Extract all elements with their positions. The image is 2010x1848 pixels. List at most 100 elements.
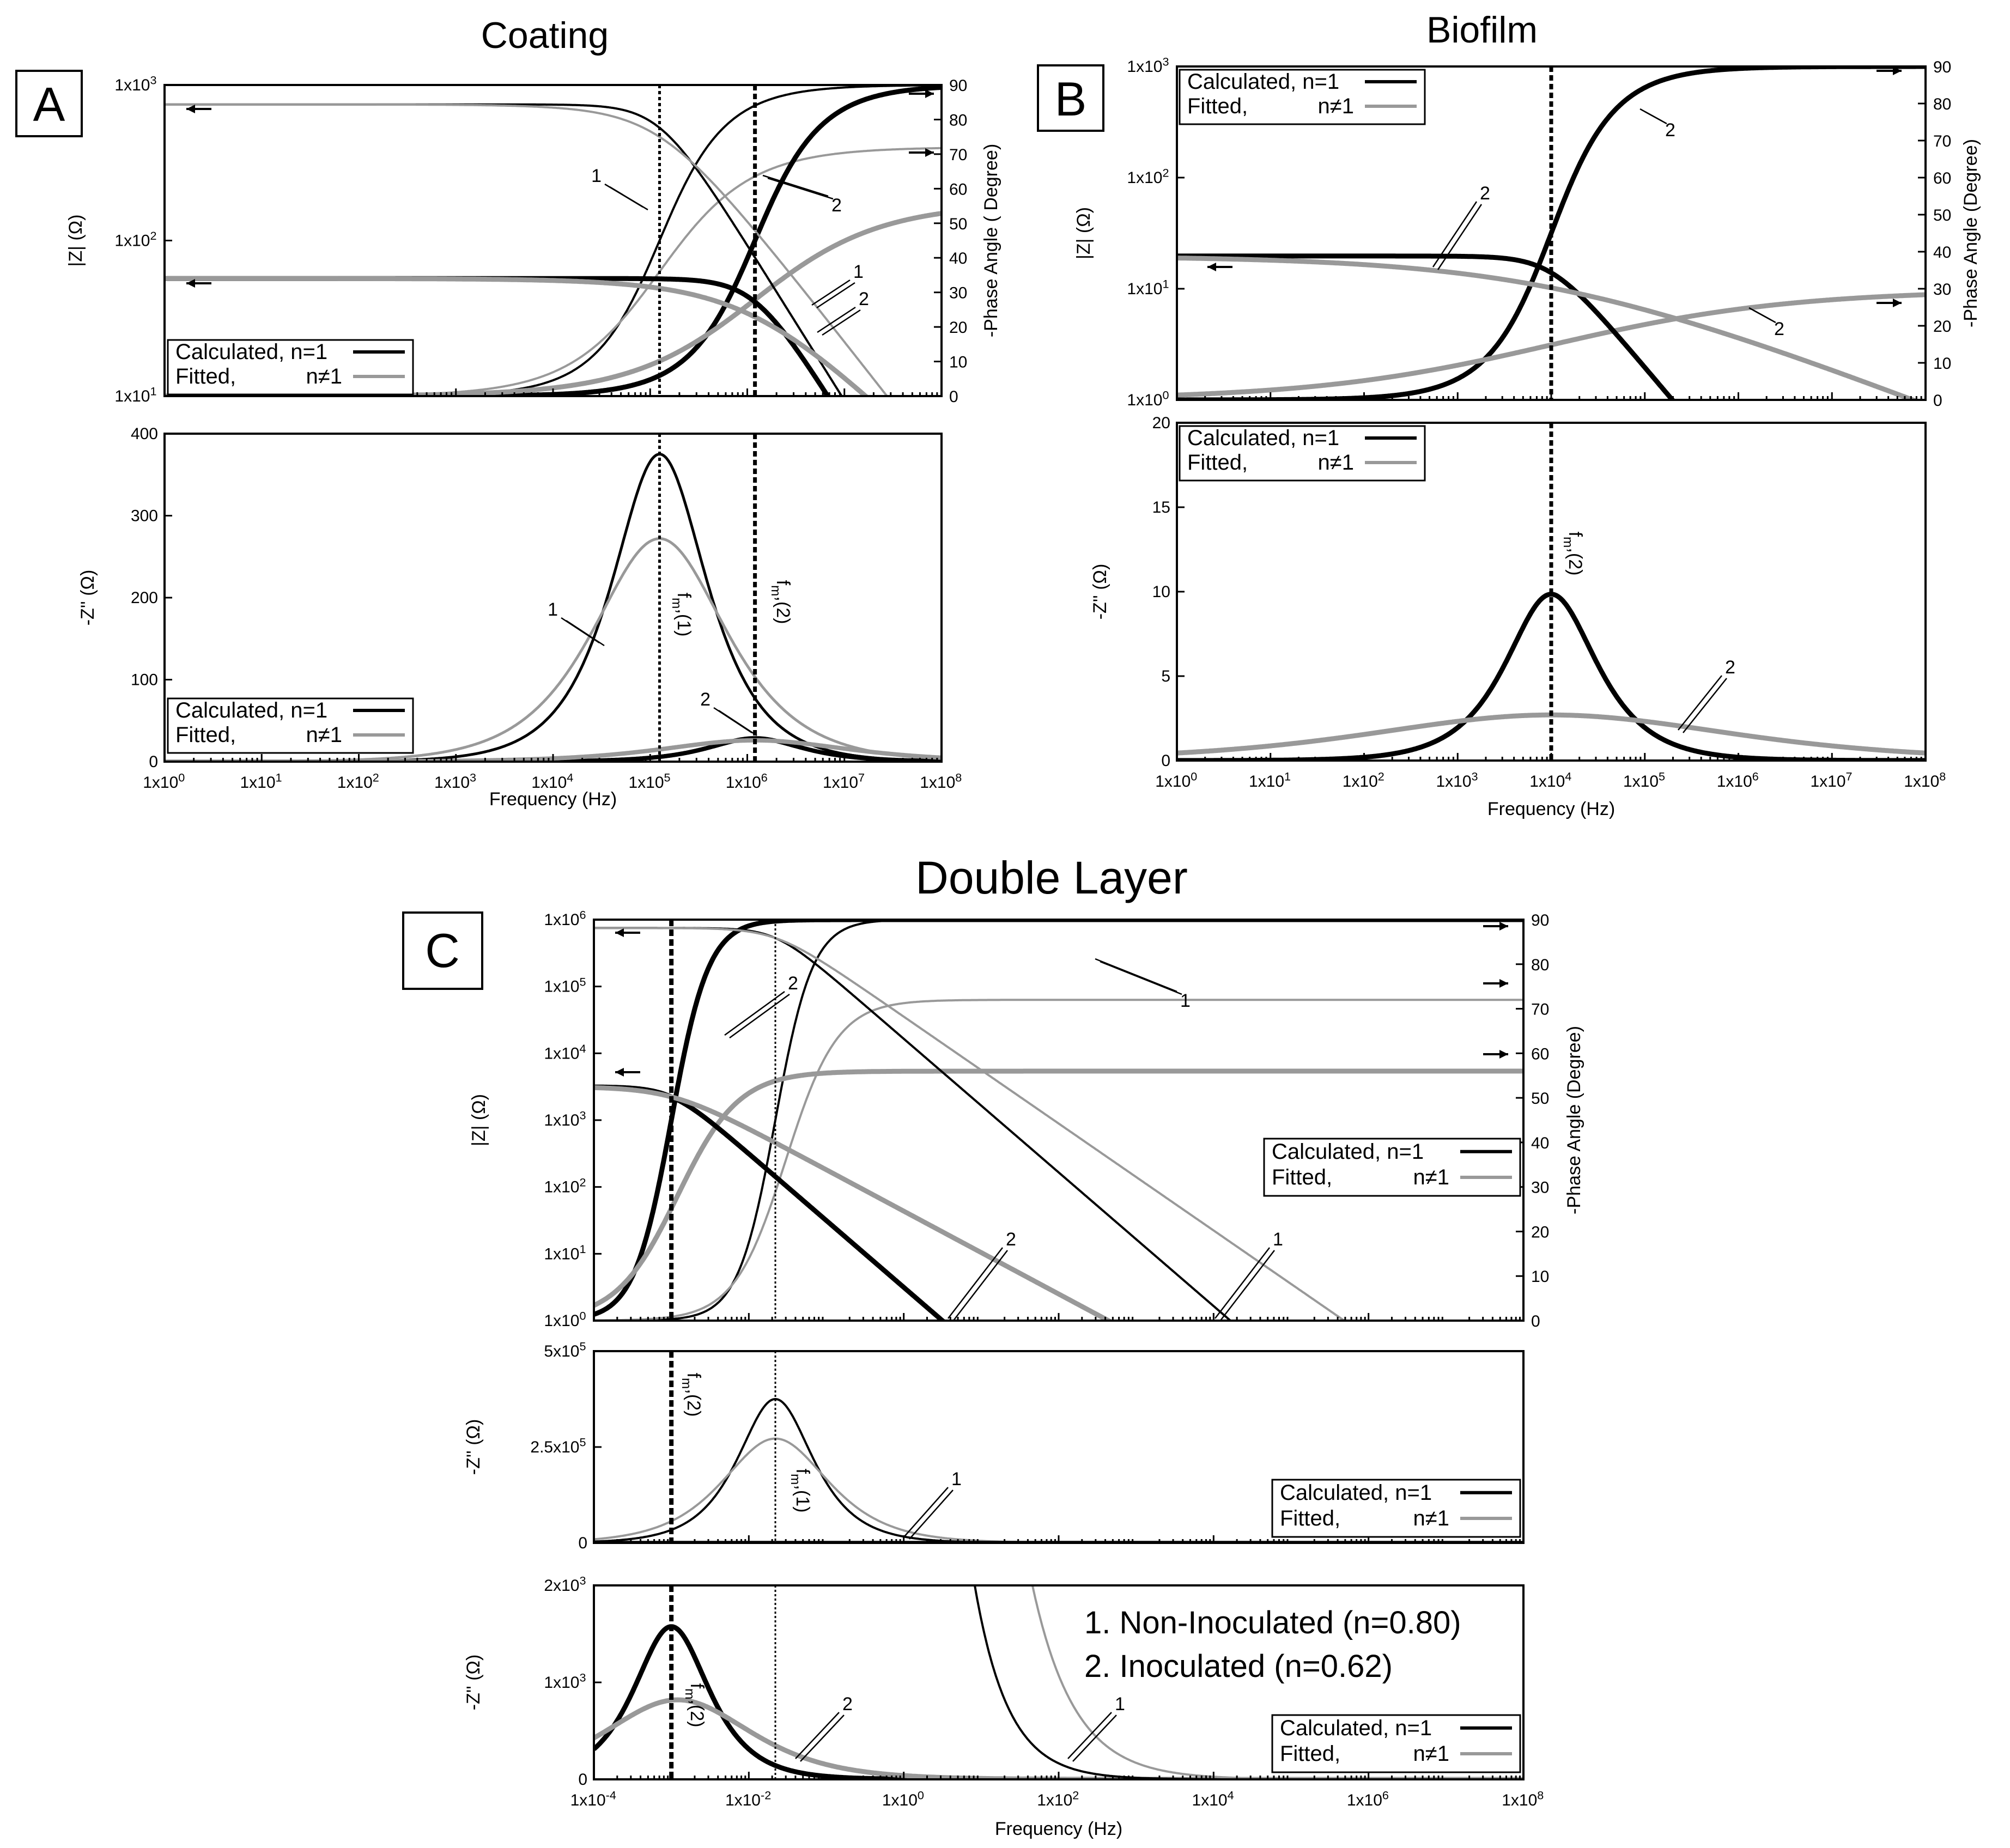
y2-tick-label: 10 [1531,1268,1549,1286]
label-curve-2-leader-2 [718,709,757,737]
label-curve-1-leader [1067,1712,1112,1759]
label-curve-2-zmag-drop-leader-2 [822,309,861,336]
y-tick-label: 0 [578,1771,587,1789]
label-curve-1-zmag-leader-2 [1100,961,1182,995]
label-curve-1-zmag-drop-leader [811,279,851,306]
label-curve-2-leader-2 [1683,678,1727,733]
label-curve-2-fitted-phase: 2 [1774,319,1784,339]
label-curve-2-phase-leader-2 [1644,111,1667,125]
axis-arrow-head [1499,979,1508,988]
label-curve-1: 1 [951,1469,962,1490]
panel-label-a-text: A [33,77,65,131]
x-tick-label: 1x108 [920,771,963,792]
axis-arrow-head [925,148,934,157]
legend-box [1271,1479,1521,1538]
x-tick-label: 1x100 [1155,770,1199,791]
x-tick-label: 1x100 [143,771,186,792]
x-tick-label: 1x10-2 [725,1789,773,1809]
x-tick-label: 1x106 [1347,1789,1390,1809]
axis-arrow-head [186,279,195,288]
label-curve-1-leader-2 [1072,1715,1117,1762]
y2-tick-label: 0 [1933,392,1942,410]
label-curve-2-phase: 2 [1665,120,1675,141]
legend-fitted-label: Fitted, [1280,1742,1340,1766]
label-curve-2: 2 [700,689,711,710]
label-curve-2: 2 [1725,657,1735,678]
curve-zmag-calculated-1 [165,103,843,396]
y2-tick-label: 60 [1531,1045,1549,1063]
legend-fitted-n-label: n≠1 [1318,94,1354,118]
fm1-label: fm,(1) [669,593,694,637]
y-axis-title-zimag: -Z'' (Ω) [463,1419,484,1475]
legend-fitted-label: Fitted, [175,364,236,388]
legend-fitted-n-label: n≠1 [1413,1742,1449,1766]
x-tick-label: 1x10-4 [570,1789,618,1809]
panel-label-c-text: C [425,923,460,977]
y-tick-label: 1x103 [544,1671,587,1692]
legend-box [167,697,414,754]
label-curve-2-zmag-drop-leader-2 [952,1250,1008,1322]
label-curve-2-zmag-drop: 2 [1006,1229,1016,1250]
y2-tick-label: 90 [1933,58,1951,76]
panel-label-a: A [15,70,83,137]
y2-tick-label: 0 [949,388,958,406]
fm2-label: fm,(2) [768,580,793,624]
curve-phase-fitted-2 [594,1068,1523,1308]
y-axis-title-zimag: -Z'' (Ω) [77,570,98,626]
curve-zmag-calculated-2 [165,276,831,396]
y-tick-label: 1x100 [544,1309,587,1330]
legend-calculated-label: Calculated, n=1 [175,340,327,364]
y-tick-label: 5 [1161,667,1170,685]
y2-tick-label: 80 [1933,95,1951,113]
label-curve-1-zmag: 1 [1180,990,1191,1011]
axis-arrow-head [1499,922,1508,931]
y2-tick-label: 50 [1933,206,1951,224]
plot-coating-imaginary: 1x100 1x101 1x102 1x103 1x104 1x105 1x10… [77,425,963,810]
label-curve-2-zmag-leader-2 [1437,204,1483,270]
y-tick-label: 0 [578,1534,587,1552]
y-tick-label: 0 [1161,752,1170,770]
plot-biofilm-bode: 1x100 1x101 1x102 1x103 0 10 20 30 40 50 60 70 8… [1073,55,1981,410]
legend-fitted-n-label: n≠1 [306,364,342,388]
label-curve-2-zmag-leader-2 [729,993,790,1039]
plot-double-layer-bode: 1x100 1x101 1x102 1x103 1x104 1x105 1x10… [469,908,1584,1330]
label-curve-1-zmag-drop-leader [1214,1247,1270,1319]
plot-coating-bode: 1x101 1x102 1x103 0 10 20 30 40 50 60 70 80 90 |Z|… [65,74,1001,406]
y2-tick-label: 20 [949,319,967,337]
legend-box [1263,1138,1521,1197]
legend-calculated-label: Calculated, n=1 [1280,1716,1432,1740]
axis-arrow-head [1893,66,1902,75]
y-tick-label: 1x102 [1127,166,1170,187]
y2-tick-label: 50 [949,215,967,233]
plot-double-layer-imaginary-bottom: 1x10-4 1x10-2 1x100 1x102 1x104 1x106 1x… [463,1574,1544,1839]
x-tick-label: 1x103 [1436,770,1479,791]
label-curve-1-zmag-drop: 1 [1273,1229,1283,1250]
curve-zmag-fitted-1 [594,927,1346,1321]
legend-fitted-label: Fitted, [1280,1506,1340,1530]
legend-calculated-label: Calculated, n=1 [1187,426,1339,450]
x-tick-label: 1x107 [823,771,866,792]
y-tick-label: 2x103 [544,1574,587,1595]
legend-box [1179,425,1426,482]
y-tick-label: 1x105 [544,975,587,995]
fm2-label: fm,(2) [679,1373,704,1417]
axis-arrow-head [1207,263,1216,271]
curve-phase-fitted-1 [594,999,1523,1321]
legend-fitted-label: Fitted, [1187,94,1248,118]
x-tick-label: 1x106 [1717,770,1760,791]
y-tick-label: 20 [1152,414,1170,432]
y2-tick-label: 40 [1933,244,1951,262]
y-tick-label: 1x101 [114,385,158,405]
label-curve-2-zmag: 2 [1480,183,1490,204]
label-curve-1-leader [904,1487,949,1537]
panel-label-b: B [1037,64,1104,132]
legend-calculated-label: Calculated, n=1 [175,698,327,722]
label-curve-2-leader [1678,675,1722,731]
legend-calculated-label: Calculated, n=1 [1187,70,1339,94]
y-tick-label: 1x103 [1127,55,1170,76]
x-tick-label: 1x102 [337,771,381,792]
label-curve-1-leader-2 [909,1490,954,1540]
axis-arrow-head [925,89,934,98]
label-curve-2: 2 [842,1694,853,1715]
